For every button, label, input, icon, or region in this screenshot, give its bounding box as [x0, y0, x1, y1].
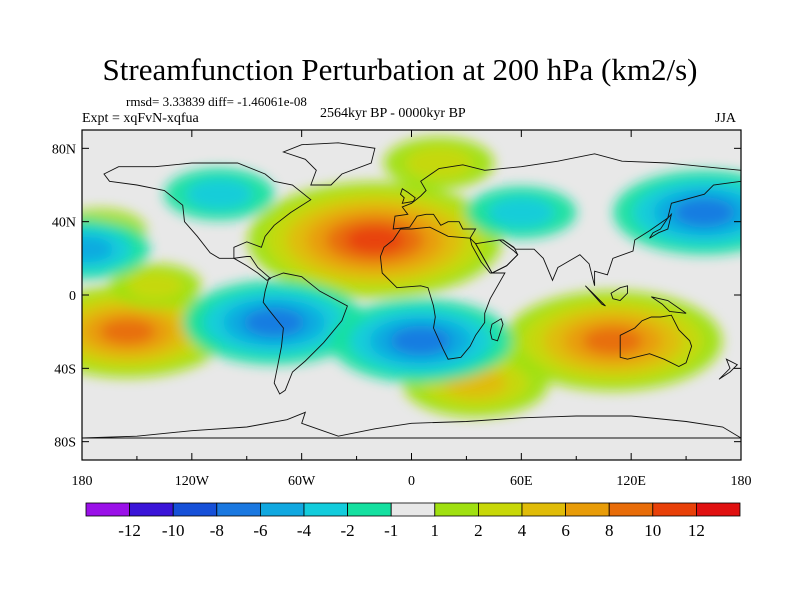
anomaly-contour — [488, 196, 555, 229]
experiment-label: Expt = xqFvN-xqfua — [82, 111, 199, 126]
anomaly-contour — [405, 147, 472, 179]
x-tick-label: 180 — [731, 474, 752, 489]
colorbar-swatch — [259, 502, 305, 517]
colorbar-swatch — [652, 502, 697, 517]
anomaly-contour — [583, 327, 643, 355]
x-tick-label: 0 — [408, 474, 415, 489]
colorbar-label: 10 — [644, 521, 661, 540]
colorbar-swatch — [303, 502, 348, 517]
y-tick-label: 80N — [52, 142, 76, 157]
coastline — [610, 285, 628, 301]
season-label: JJA — [715, 111, 737, 126]
colorbar-label: 4 — [518, 521, 527, 540]
coastline — [619, 314, 693, 368]
colorbar-label: 8 — [605, 521, 614, 540]
chart-title: Streamfunction Perturbation at 200 hPa (… — [102, 52, 698, 87]
colorbar-swatch — [434, 502, 479, 517]
anomaly-contour — [674, 198, 735, 227]
colorbar-swatch — [347, 502, 392, 517]
coastline — [232, 256, 272, 281]
coastline — [649, 212, 673, 239]
y-tick-label: 40N — [52, 216, 76, 231]
x-tick-label: 180 — [72, 474, 93, 489]
coastlines — [82, 142, 741, 439]
anomaly-contour — [186, 178, 253, 210]
coastline — [103, 162, 312, 259]
colorbar-label: -2 — [341, 521, 355, 540]
coastline — [262, 272, 348, 395]
anomaly-field — [82, 137, 741, 417]
colorbar-label: -4 — [297, 521, 312, 540]
colorbar-swatch — [608, 502, 654, 517]
coastline — [399, 188, 416, 204]
coastline — [82, 411, 741, 439]
coastline — [489, 318, 504, 342]
colorbar: -12 -10 -8 -6 -4 -2 -1 1 2 4 6 8 10 12 — [85, 502, 741, 540]
x-tick-label: 120W — [175, 474, 210, 489]
colorbar-swatch — [85, 502, 130, 517]
colorbar-label: 2 — [474, 521, 483, 540]
colorbar-label: -1 — [384, 521, 398, 540]
x-tick-label: 60E — [510, 474, 533, 489]
colorbar-swatch — [521, 502, 566, 517]
anomaly-contour — [345, 226, 405, 254]
colorbar-label: -10 — [162, 521, 185, 540]
colorbar-label: 12 — [688, 521, 705, 540]
y-tick-label: 40S — [54, 362, 76, 377]
coastline — [585, 285, 606, 307]
anomaly-contour — [82, 236, 114, 263]
colorbar-swatch — [216, 502, 261, 517]
coastline — [379, 226, 506, 360]
coastline — [282, 142, 376, 186]
colorbar-label: -8 — [210, 521, 224, 540]
x-tick-label: 120E — [616, 474, 646, 489]
coastline — [718, 358, 739, 380]
y-tick-label: 0 — [69, 289, 76, 304]
anomaly-contour — [390, 326, 451, 355]
axes: 180 120W 60W 0 60E 120E 180 80N 40N 0 40S 80S — [52, 130, 752, 489]
colorbar-swatch — [696, 502, 741, 517]
coastline — [474, 239, 519, 274]
anomaly-contour — [127, 272, 183, 300]
colorbar-label: 6 — [561, 521, 570, 540]
y-tick-label: 80S — [54, 436, 76, 451]
period-label: 2564kyr BP - 0000kyr BP — [320, 106, 466, 121]
colorbar-swatch — [172, 502, 218, 517]
colorbar-label: -12 — [118, 521, 141, 540]
coastline — [392, 153, 741, 286]
rmsd-label: rmsd= 3.33839 diff= -1.46061e-08 — [126, 94, 307, 109]
x-tick-label: 60W — [288, 474, 316, 489]
colorbar-swatch — [477, 502, 523, 517]
colorbar-swatch — [565, 502, 610, 517]
colorbar-label: -6 — [253, 521, 267, 540]
colorbar-swatch — [390, 502, 436, 517]
colorbar-label: 1 — [431, 521, 440, 540]
anomaly-contour — [100, 319, 156, 345]
coastline — [651, 296, 687, 314]
colorbar-swatch — [129, 502, 174, 517]
anomaly-contour — [243, 308, 305, 337]
